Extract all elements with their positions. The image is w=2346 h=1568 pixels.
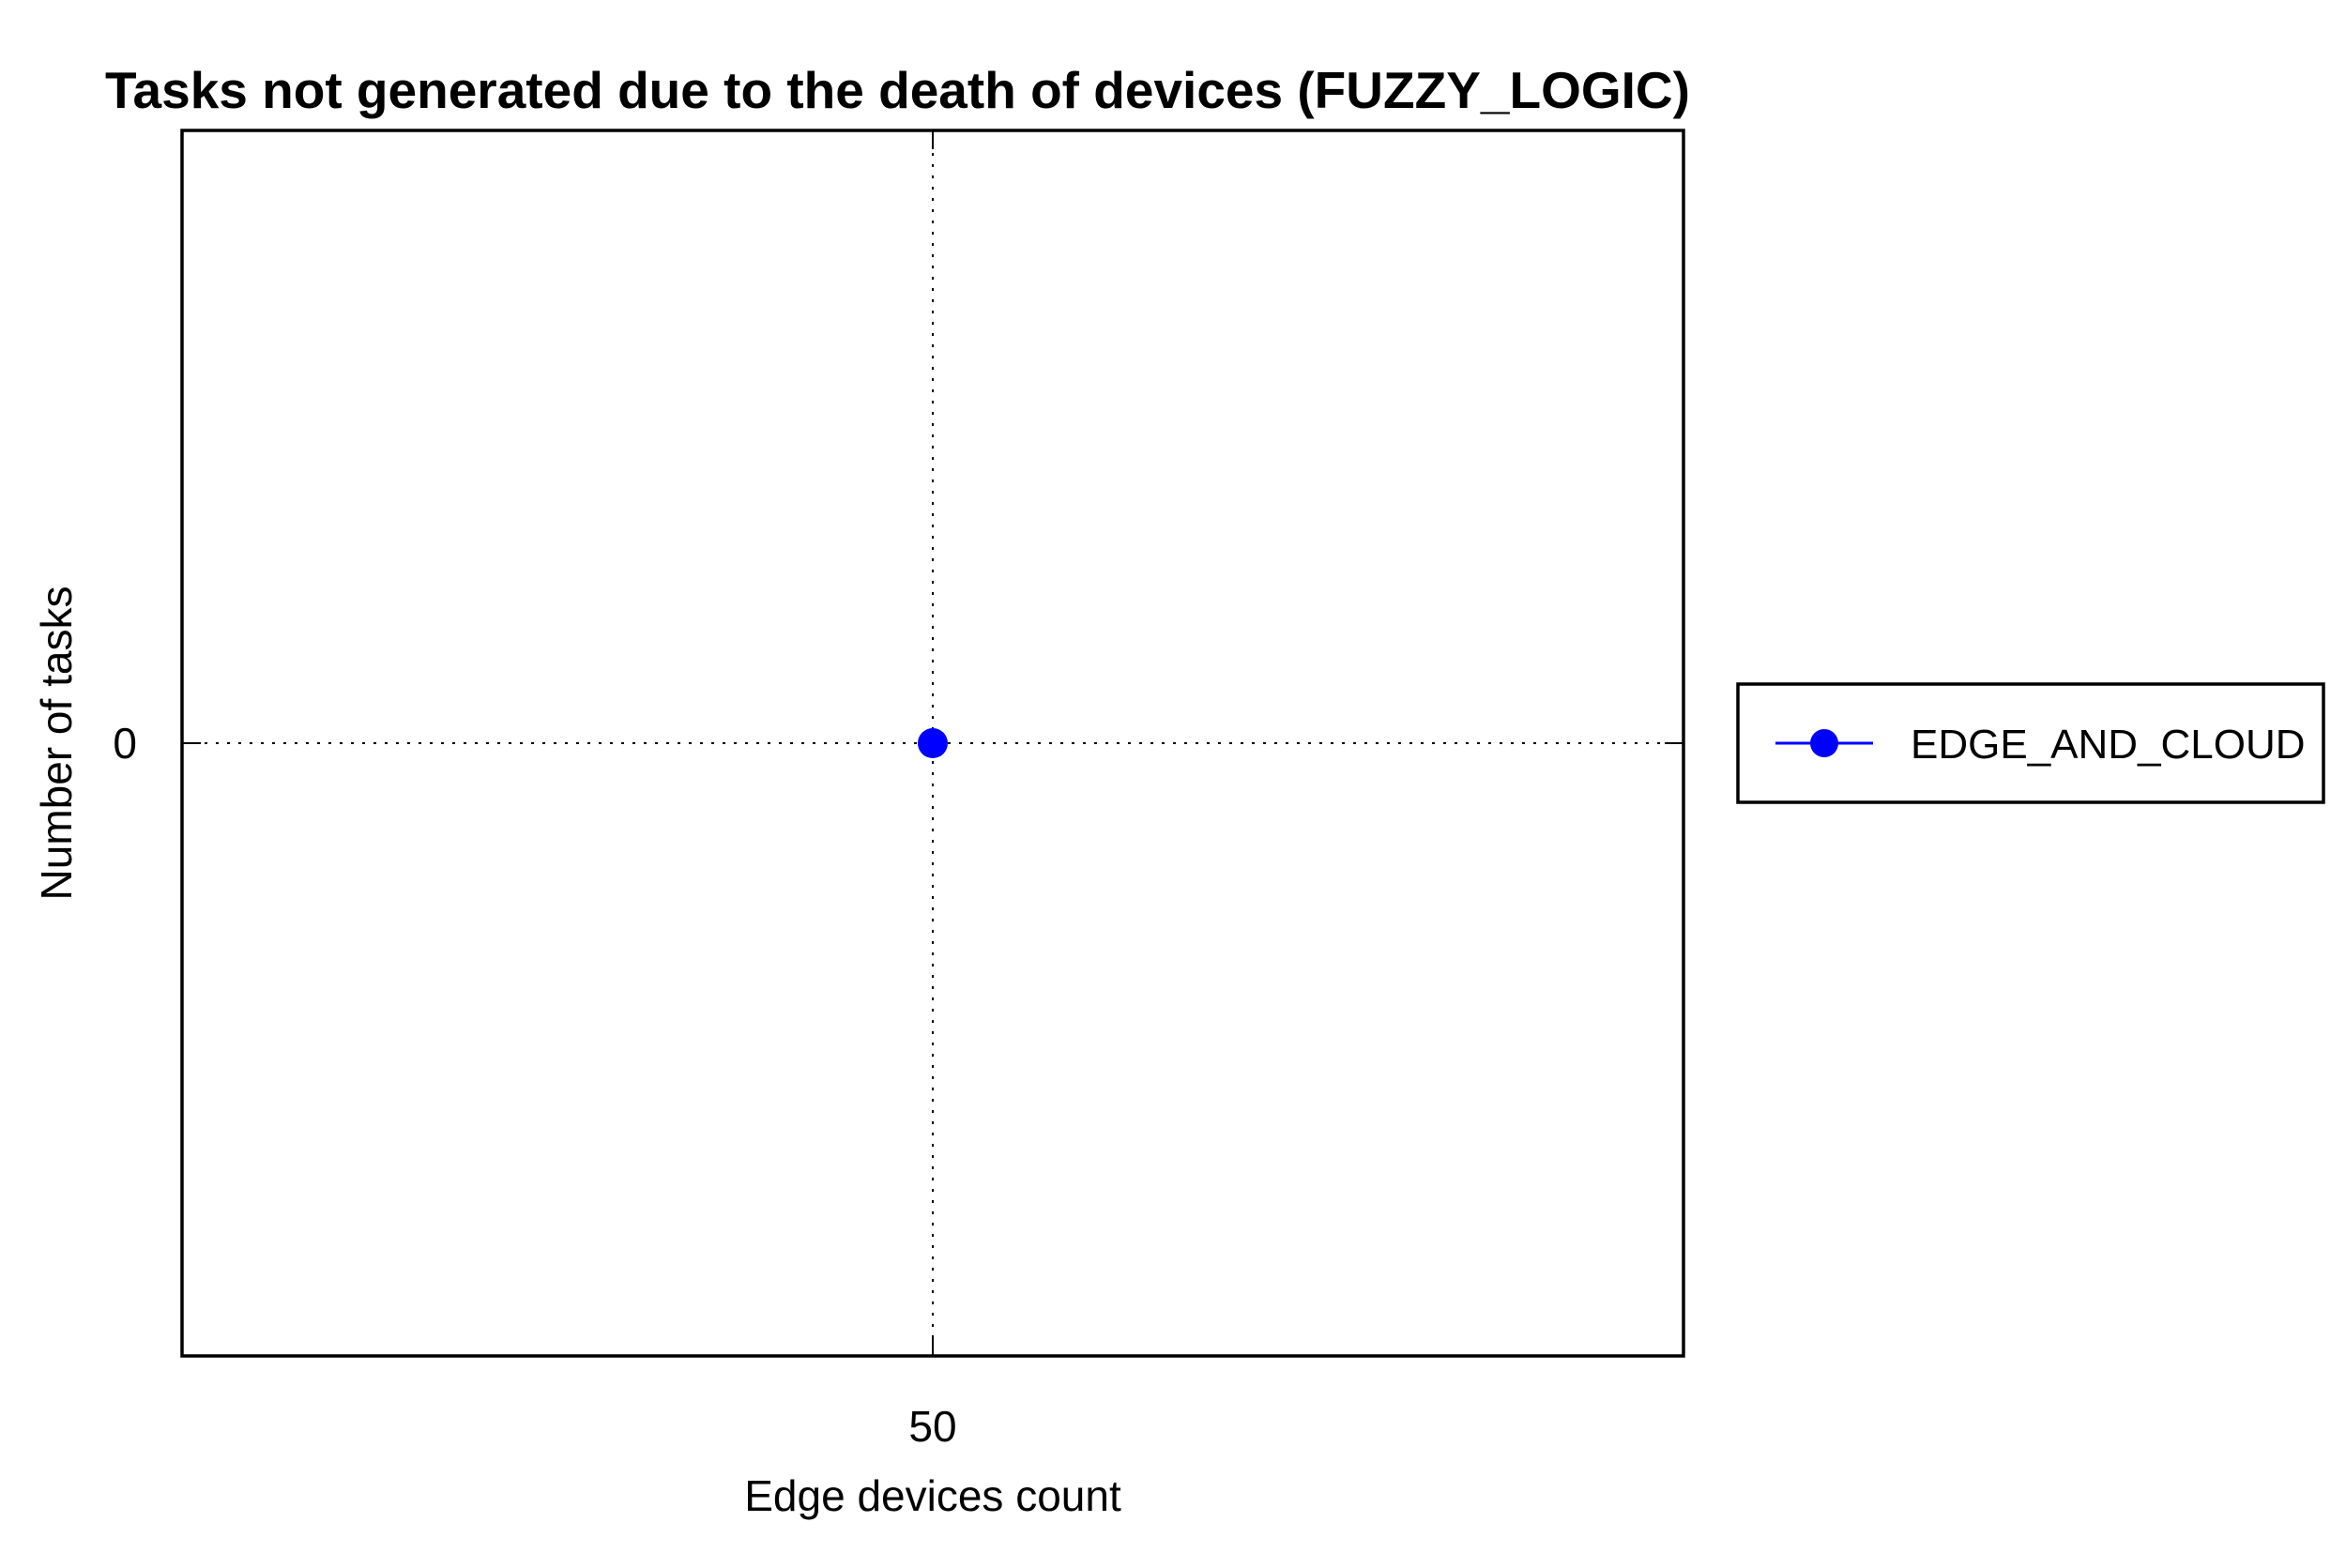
y-axis-label: Number of tasks xyxy=(32,586,81,901)
legend: EDGE_AND_CLOUD xyxy=(1736,682,2325,804)
legend-marker-swatch xyxy=(1810,729,1838,757)
y-tick-label: 0 xyxy=(113,719,137,768)
grid-layer xyxy=(182,130,1683,1356)
tick-layer: 50 0 xyxy=(113,130,1683,1451)
data-point xyxy=(918,728,948,758)
series-layer xyxy=(918,728,948,758)
chart-title: Tasks not generated due to the death of … xyxy=(105,61,1690,119)
x-tick-label: 50 xyxy=(908,1402,956,1451)
x-axis-label: Edge devices count xyxy=(744,1471,1121,1520)
legend-label-edge-and-cloud: EDGE_AND_CLOUD xyxy=(1911,722,2306,768)
